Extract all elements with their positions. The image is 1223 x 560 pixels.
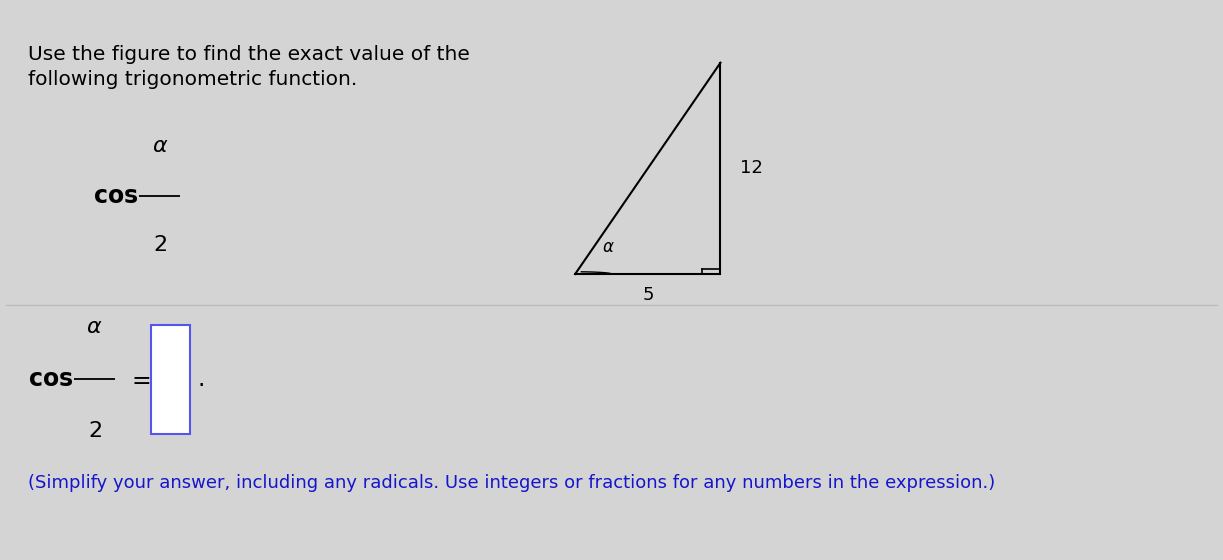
- Text: 12: 12: [740, 160, 763, 178]
- Text: $=$: $=$: [127, 367, 152, 391]
- Text: (Simplify your answer, including any radicals. Use integers or fractions for any: (Simplify your answer, including any rad…: [28, 474, 996, 492]
- Text: $2$: $2$: [88, 421, 102, 441]
- Text: $\mathit{\alpha}$: $\mathit{\alpha}$: [152, 136, 168, 156]
- Text: $\alpha$: $\alpha$: [602, 238, 614, 256]
- Text: $\mathit{\alpha}$: $\mathit{\alpha}$: [87, 318, 103, 338]
- Text: $\mathbf{cos}$: $\mathbf{cos}$: [28, 367, 73, 391]
- Text: 5: 5: [642, 286, 653, 304]
- Text: Use the figure to find the exact value of the
following trigonometric function.: Use the figure to find the exact value o…: [28, 45, 470, 88]
- Text: .: .: [197, 367, 204, 391]
- Text: $\mathbf{cos}$: $\mathbf{cos}$: [93, 184, 138, 208]
- FancyBboxPatch shape: [152, 325, 190, 434]
- Text: $2$: $2$: [153, 235, 166, 255]
